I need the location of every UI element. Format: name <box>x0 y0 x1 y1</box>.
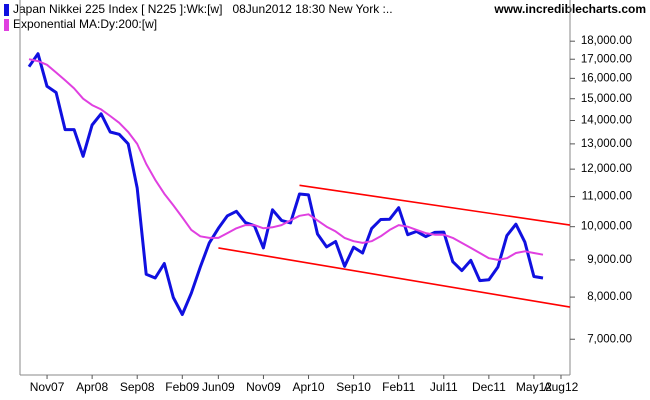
legend-swatch <box>4 4 9 16</box>
x-tick-label: Nov07 <box>30 380 65 394</box>
legend: Japan Nikkei 225 Index [ N225 ]:Wk:[w]Ex… <box>4 2 646 31</box>
y-tick-label: 15,000.00 <box>581 93 632 105</box>
x-tick-label: Aug12 <box>544 380 579 394</box>
x-tick-label: May12 <box>516 380 552 394</box>
y-tick-label: 7,000.00 <box>587 333 632 345</box>
y-tick-label: 14,000.00 <box>581 115 632 127</box>
y-tick-label: 17,000.00 <box>581 53 632 65</box>
x-tick-label: Jun09 <box>202 380 235 394</box>
trend-line <box>299 184 571 226</box>
x-tick-label: Apr08 <box>76 380 108 394</box>
legend-swatch <box>4 19 9 31</box>
x-tick-label: Feb11 <box>382 380 415 394</box>
y-tick-label: 11,000.00 <box>582 191 632 203</box>
x-tick-label: Dec11 <box>472 380 506 394</box>
x-tick-label: Sep10 <box>336 380 371 394</box>
y-tick-label: 18,000.00 <box>581 35 632 47</box>
x-tick-label: Sep08 <box>120 380 155 394</box>
x-tick-label: Nov09 <box>246 380 281 394</box>
x-tick-label: Feb09 <box>165 380 199 394</box>
y-tick-label: 9,000.00 <box>587 254 632 266</box>
y-tick-label: 12,000.00 <box>581 163 632 175</box>
y-tick-label: 8,000.00 <box>587 291 632 303</box>
y-tick-label: 16,000.00 <box>581 72 632 84</box>
legend-label: Japan Nikkei 225 Index [ N225 ]:Wk:[w] <box>13 2 222 16</box>
x-tick-label: Jul11 <box>430 380 458 394</box>
y-tick-label: 10,000.00 <box>581 221 632 233</box>
x-tick-label: Apr10 <box>293 380 325 394</box>
ma-line <box>28 58 544 261</box>
subtitle: 08Jun2012 18:30 New York :.. <box>232 2 392 16</box>
trend-line <box>218 247 571 308</box>
legend-label: Exponential MA:Dy:200:[w] <box>13 17 157 31</box>
y-tick-label: 13,000.00 <box>581 138 632 150</box>
